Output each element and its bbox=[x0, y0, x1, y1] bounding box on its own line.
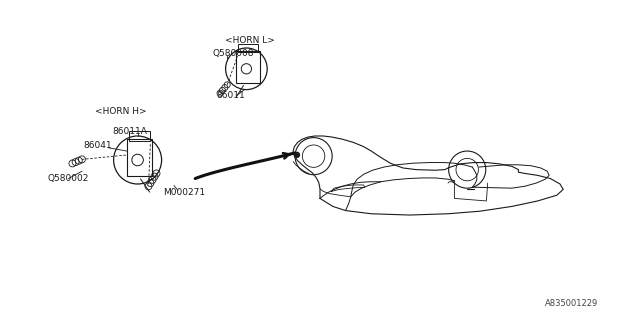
Text: 86011: 86011 bbox=[216, 91, 245, 100]
Text: A835001229: A835001229 bbox=[545, 299, 598, 308]
Bar bbox=[237, 44, 258, 52]
Text: Q580008: Q580008 bbox=[212, 49, 254, 58]
Circle shape bbox=[294, 152, 300, 157]
Text: 86041: 86041 bbox=[83, 141, 112, 150]
Text: <HORN H>: <HORN H> bbox=[95, 108, 147, 116]
Bar bbox=[236, 51, 260, 83]
Text: <HORN L>: <HORN L> bbox=[225, 36, 275, 45]
Text: Q580002: Q580002 bbox=[48, 174, 90, 183]
Bar bbox=[127, 139, 152, 176]
Text: M000271: M000271 bbox=[163, 188, 205, 197]
Bar bbox=[129, 131, 150, 141]
Text: 86011A: 86011A bbox=[112, 127, 147, 136]
